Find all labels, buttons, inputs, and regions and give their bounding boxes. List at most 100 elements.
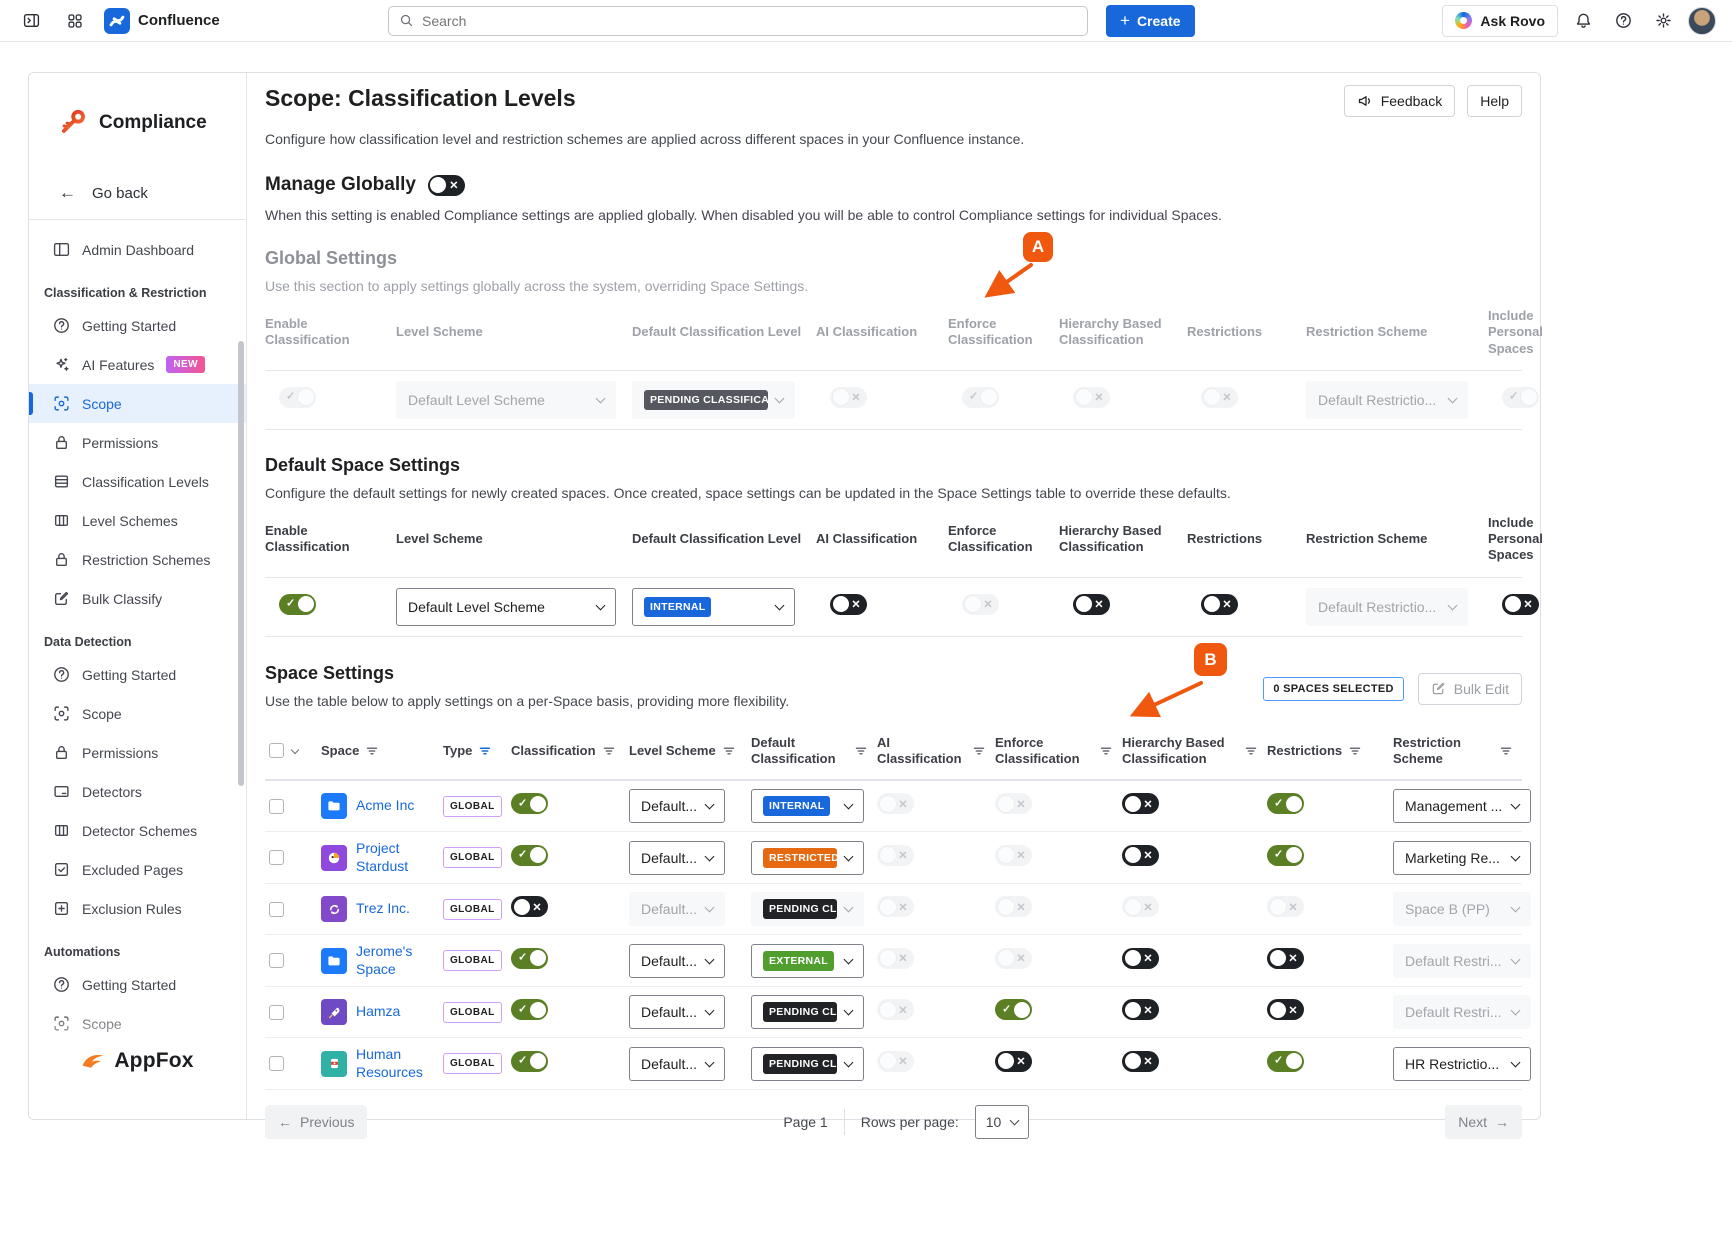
create-button[interactable]: + Create [1106,4,1195,37]
filter-icon-active[interactable] [479,745,491,757]
sidebar-item-scope[interactable]: Scope [29,384,246,423]
classification-toggle[interactable] [511,947,548,969]
space-link[interactable]: Trez Inc. [356,900,410,917]
row-checkbox[interactable] [269,953,284,968]
sidebar-scrollbar[interactable] [238,341,244,786]
restriction-scheme-select[interactable]: Management ... [1393,789,1531,823]
select-all-checkbox[interactable] [269,743,284,759]
rows-per-page-select[interactable]: 10 [974,1105,1030,1139]
manage-globally-toggle[interactable] [427,174,465,196]
next-page-button[interactable]: Next → [1445,1105,1522,1139]
ask-rovo-button[interactable]: Ask Rovo [1442,4,1558,37]
restrictions-toggle[interactable] [1201,593,1238,615]
filter-icon[interactable] [603,745,615,757]
row-checkbox[interactable] [269,1056,284,1071]
filter-icon[interactable] [855,745,867,757]
classification-toggle[interactable] [511,1050,548,1072]
level-scheme-select[interactable]: Default... [629,943,725,978]
sidebar-item-level-schemes[interactable]: Level Schemes [29,501,246,540]
hierarchy-classification-toggle[interactable] [1122,1050,1159,1072]
level-scheme-select[interactable]: Default... [629,995,725,1029]
filter-icon[interactable] [723,745,735,757]
sidebar-item-classification-levels[interactable]: Classification Levels [29,462,246,501]
classification-toggle[interactable] [511,793,548,814]
row-checkbox[interactable] [269,850,284,865]
collapse-sidebar-icon[interactable] [16,6,46,36]
hierarchy-classification-toggle[interactable] [1122,793,1159,814]
settings-gear-icon[interactable] [1648,6,1678,36]
restriction-scheme-select[interactable]: Marketing Re... [1393,840,1531,875]
space-link[interactable]: Jerome's Space [356,943,413,977]
restriction-scheme-select[interactable]: HR Restrictio... [1393,1046,1531,1081]
classification-toggle[interactable] [511,896,548,917]
classification-toggle[interactable] [511,999,548,1020]
help-icon[interactable] [1608,6,1638,36]
go-back-link[interactable]: ← Go back [59,183,148,202]
sidebar-item-dd-getting-started[interactable]: Getting Started [29,655,246,694]
default-classification-level-select[interactable]: INTERNAL [632,587,795,626]
help-button[interactable]: Help [1467,85,1522,117]
restrictions-toggle[interactable] [1267,1050,1304,1072]
space-link[interactable]: Hamza [356,1003,401,1020]
hierarchy-classification-toggle[interactable] [1073,593,1110,615]
sidebar-item-getting-started[interactable]: Getting Started [29,306,246,345]
feedback-button[interactable]: Feedback [1343,85,1456,117]
level-scheme-select[interactable]: Default... [629,789,725,823]
default-classification-select[interactable]: PENDING CLAS [751,1046,864,1081]
sidebar-item-admin-dashboard[interactable]: Admin Dashboard [29,230,246,269]
space-link[interactable]: Project Stardust [356,840,409,874]
filter-icon[interactable] [1100,745,1112,757]
restrictions-toggle[interactable] [1267,793,1304,814]
sidebar-item-bulk-classify[interactable]: Bulk Classify [29,579,246,618]
ai-classification-toggle[interactable] [830,593,867,615]
hierarchy-classification-toggle[interactable] [1122,999,1159,1020]
level-scheme-select[interactable]: Default Level Scheme [396,587,616,626]
sidebar-item-detectors[interactable]: Detectors [29,772,246,811]
sidebar-item-dd-permissions[interactable]: Permissions [29,733,246,772]
sidebar-item-excluded-pages[interactable]: Excluded Pages [29,850,246,889]
sidebar-item-auto-getting-started[interactable]: Getting Started [29,965,246,1004]
global-search[interactable] [388,5,1088,36]
filter-icon[interactable] [1500,745,1512,757]
restrictions-toggle[interactable] [1267,947,1304,969]
restrictions-toggle[interactable] [1267,844,1304,866]
row-checkbox[interactable] [269,798,284,814]
confluence-logo[interactable]: Confluence [104,7,220,34]
level-scheme-select[interactable]: Default... [629,840,725,875]
bulk-edit-button[interactable]: Bulk Edit [1417,672,1522,705]
filter-icon[interactable] [1245,745,1257,757]
chevron-down-icon[interactable] [290,745,300,754]
space-link[interactable]: Human Resources [356,1046,423,1080]
hierarchy-classification-toggle[interactable] [1122,844,1159,866]
sidebar-item-auto-scope[interactable]: Scope [29,1004,246,1043]
restrictions-toggle[interactable] [1267,999,1304,1020]
search-input[interactable] [422,12,1077,29]
row-checkbox[interactable] [269,901,284,917]
notifications-bell-icon[interactable] [1568,6,1598,36]
level-scheme-select[interactable]: Default... [629,1046,725,1081]
filter-icon[interactable] [366,745,378,757]
sidebar-item-exclusion-rules[interactable]: Exclusion Rules [29,889,246,928]
default-classification-select[interactable]: INTERNAL [751,789,864,823]
user-avatar[interactable] [1688,6,1716,35]
sidebar-item-restriction-schemes[interactable]: Restriction Schemes [29,540,246,579]
default-classification-select[interactable]: EXTERNAL [751,943,864,978]
sidebar-item-dd-scope[interactable]: Scope [29,694,246,733]
sidebar-item-ai-features[interactable]: AI Features NEW [29,345,246,384]
sidebar-item-detector-schemes[interactable]: Detector Schemes [29,811,246,850]
classification-toggle[interactable] [511,844,548,866]
previous-page-button[interactable]: ← Previous [265,1105,368,1139]
hierarchy-classification-toggle[interactable] [1122,947,1159,969]
filter-icon[interactable] [1349,745,1361,757]
row-checkbox[interactable] [269,1004,284,1020]
enforce-classification-toggle[interactable] [995,1050,1032,1072]
enforce-classification-toggle[interactable] [995,999,1032,1020]
sidebar-item-permissions[interactable]: Permissions [29,423,246,462]
default-classification-select[interactable]: PENDING CLAS [751,995,864,1029]
app-switcher-icon[interactable] [60,6,90,36]
default-classification-select[interactable]: RESTRICTED [751,840,864,875]
include-personal-spaces-toggle[interactable] [1502,593,1539,615]
enable-classification-toggle[interactable] [279,593,316,615]
filter-icon[interactable] [973,745,985,757]
space-link[interactable]: Acme Inc [356,797,415,814]
